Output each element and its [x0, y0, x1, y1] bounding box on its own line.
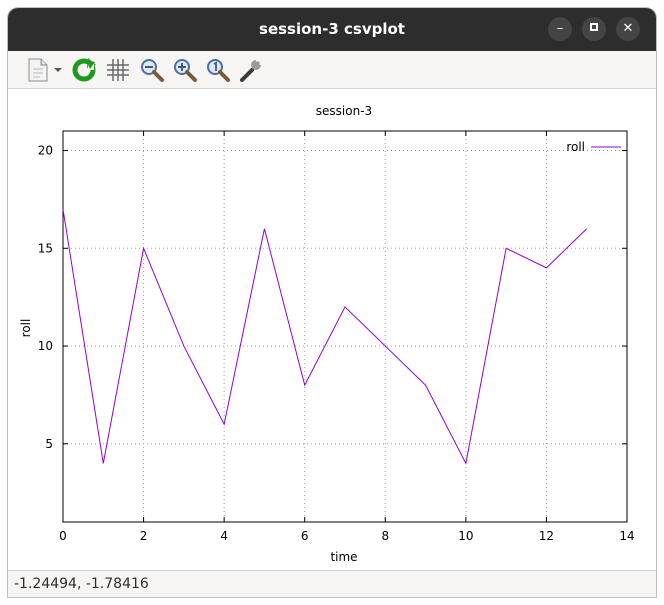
- toolbar: [8, 51, 656, 89]
- x-axis-label: time: [330, 550, 357, 564]
- replot-button[interactable]: [70, 56, 98, 84]
- close-icon: ✕: [622, 21, 634, 36]
- zoom-in-icon: [174, 59, 197, 82]
- app-window: session-3 csvplot – ✕: [8, 8, 656, 597]
- zoom-out-button[interactable]: [138, 56, 166, 84]
- close-button[interactable]: ✕: [616, 17, 640, 41]
- x-tick-label: 12: [539, 529, 554, 543]
- y-tick-label: 5: [45, 437, 53, 451]
- y-axis-label: roll: [19, 319, 33, 338]
- legend-label: roll: [566, 140, 585, 154]
- window-title: session-3 csvplot: [259, 20, 405, 38]
- maximize-icon: [590, 23, 598, 31]
- x-tick-label: 2: [140, 529, 148, 543]
- x-tick-label: 10: [458, 529, 473, 543]
- document-export-icon: [28, 58, 48, 82]
- status-bar: -1.24494, -1.78416: [8, 570, 656, 597]
- plot-frame: [62, 130, 628, 523]
- x-tick-label: 14: [619, 529, 634, 543]
- x-tick-label: 8: [381, 529, 389, 543]
- zoom-reset-button[interactable]: [204, 56, 232, 84]
- series-line-roll: [62, 209, 588, 465]
- settings-button[interactable]: [237, 56, 265, 84]
- zoom-in-button[interactable]: [171, 56, 199, 84]
- y-tick-label: 10: [38, 339, 53, 353]
- chevron-down-icon: [54, 68, 62, 72]
- x-tick-label: 6: [301, 529, 309, 543]
- export-button[interactable]: [24, 56, 52, 84]
- grid-button[interactable]: [104, 56, 132, 84]
- title-bar: session-3 csvplot – ✕: [8, 8, 656, 51]
- grid-icon: [107, 59, 129, 81]
- x-tick-label: 0: [59, 529, 67, 543]
- refresh-icon: [72, 58, 96, 82]
- zoom-original-icon: [207, 59, 230, 82]
- y-tick-label: 15: [38, 241, 53, 255]
- wrench-icon: [240, 58, 263, 82]
- y-tick-label: 20: [38, 144, 53, 158]
- minimize-icon: –: [556, 21, 564, 36]
- legend: roll: [566, 140, 621, 154]
- export-dropdown[interactable]: [52, 56, 64, 84]
- maximize-button[interactable]: [582, 17, 606, 41]
- x-tick-label: 4: [220, 529, 228, 543]
- cursor-coordinates: -1.24494, -1.78416: [14, 576, 149, 592]
- zoom-out-icon: [141, 59, 164, 82]
- chart-title: session-3: [316, 104, 372, 118]
- plot-area[interactable]: 0 2 4 6 8 10 12 14 5 10 15 20 session-3 time roll r…: [8, 89, 656, 570]
- line-chart[interactable]: 0 2 4 6 8 10 12 14 5 10 15 20 session-3 time roll r…: [8, 89, 656, 570]
- minimize-button[interactable]: –: [548, 17, 572, 41]
